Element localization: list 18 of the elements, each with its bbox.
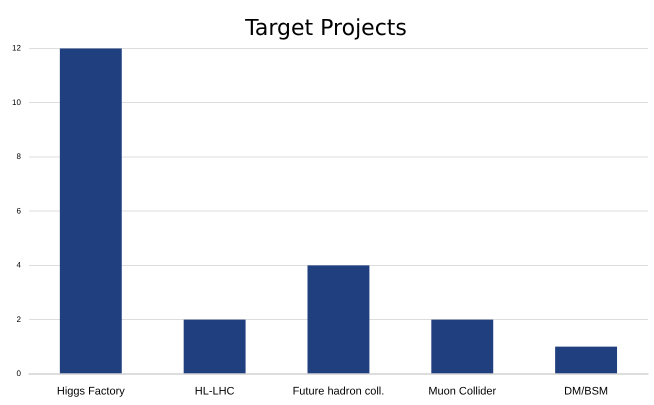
bar (431, 320, 494, 374)
y-tick-label: 12 (12, 44, 22, 53)
y-tick-label: 6 (16, 206, 22, 216)
bar (60, 48, 122, 374)
y-tick-label: 4 (16, 260, 22, 270)
x-tick-label: DM/BSM (564, 385, 608, 398)
y-tick-label: 0 (16, 369, 22, 378)
x-tick-label: Future hadron coll. (292, 385, 384, 398)
y-tick-label: 2 (16, 314, 22, 324)
bar (555, 346, 618, 374)
chart-title: Target Projects (244, 16, 407, 41)
y-tick-label: 8 (16, 152, 22, 162)
y-tick-label: 10 (12, 98, 22, 107)
bar (307, 265, 370, 374)
bar (184, 320, 246, 374)
x-tick-label: Higgs Factory (56, 385, 126, 398)
x-tick-label: HL-LHC (194, 385, 235, 398)
x-tick-label: Muon Collider (428, 385, 497, 398)
